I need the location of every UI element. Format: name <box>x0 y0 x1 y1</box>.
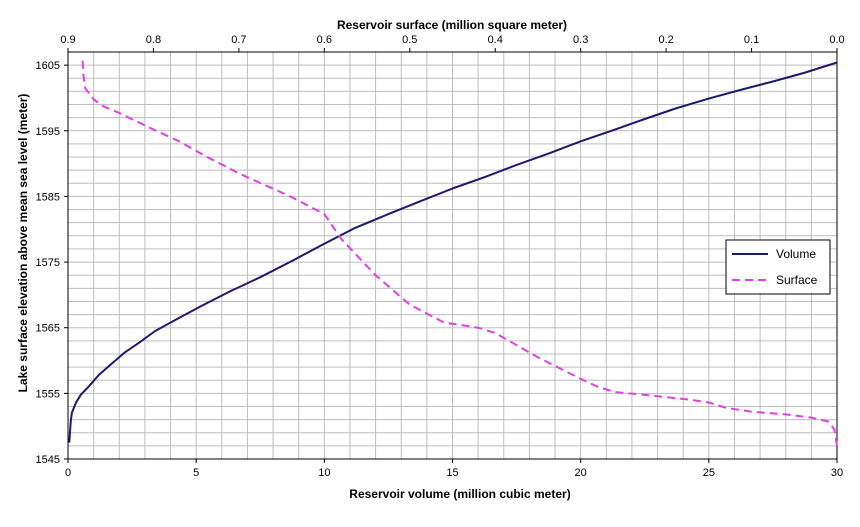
y-axis-title: Lake surface elevation above mean sea le… <box>16 94 30 393</box>
top-tick-label: 0.6 <box>317 34 332 46</box>
legend: Volume Surface <box>725 239 831 295</box>
bottom-axis-title: Reservoir volume (million cubic meter) <box>349 487 570 501</box>
top-tick-label: 0.5 <box>402 34 417 46</box>
y-tick-label: 1545 <box>36 454 60 466</box>
top-tick-label: 0.0 <box>829 34 844 46</box>
top-axis-title: Reservoir surface (million square meter) <box>337 18 567 32</box>
series-line-volume <box>68 61 838 443</box>
bottom-tick-label: 5 <box>193 467 199 479</box>
y-tick-label: 1605 <box>36 60 60 72</box>
bottom-tick-label: 10 <box>318 467 330 479</box>
y-tick-label: 1575 <box>36 257 60 269</box>
series <box>68 58 838 447</box>
top-tick-label: 0.9 <box>60 34 75 46</box>
top-tick-label: 0.2 <box>658 34 673 46</box>
grid <box>68 52 837 459</box>
legend-label-surface: Surface <box>776 273 818 287</box>
y-tick-label: 1555 <box>36 388 60 400</box>
legend-label-volume: Volume <box>776 247 816 261</box>
top-tick-label: 0.3 <box>573 34 588 46</box>
top-tick-label: 0.7 <box>231 34 246 46</box>
y-tick-label: 1595 <box>36 126 60 138</box>
top-tick-label: 0.1 <box>744 34 759 46</box>
bottom-tick-label: 30 <box>831 467 843 479</box>
series-line-surface <box>81 58 838 447</box>
bottom-tick-label: 15 <box>446 467 458 479</box>
y-tick-label: 1565 <box>36 323 60 335</box>
y-tick-label: 1585 <box>36 191 60 203</box>
axis-ticks: 1545 1555 1565 1575 1585 1595 1605 0 5 10 15 20 25 30… <box>36 34 845 479</box>
top-tick-label: 0.4 <box>488 34 503 46</box>
bottom-tick-label: 25 <box>703 467 715 479</box>
legend-box <box>725 239 831 295</box>
bottom-tick-label: 20 <box>575 467 587 479</box>
top-tick-label: 0.8 <box>146 34 161 46</box>
bottom-tick-label: 0 <box>65 467 71 479</box>
